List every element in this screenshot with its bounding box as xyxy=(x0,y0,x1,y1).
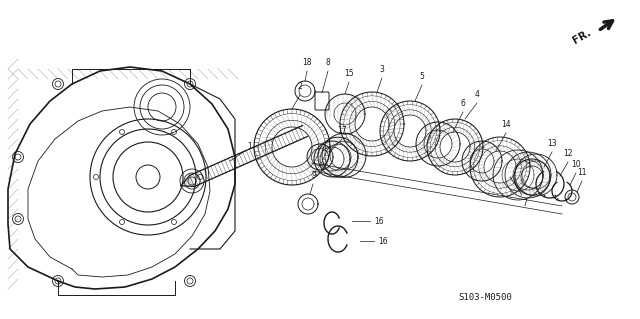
Text: 16: 16 xyxy=(374,217,383,226)
Text: 7: 7 xyxy=(523,199,527,208)
Text: FR.: FR. xyxy=(571,28,593,46)
Text: 17: 17 xyxy=(337,126,347,135)
Text: 10: 10 xyxy=(571,160,581,169)
Text: 6: 6 xyxy=(461,99,465,108)
Text: 8: 8 xyxy=(326,58,330,67)
Text: 1: 1 xyxy=(248,143,252,152)
Text: 13: 13 xyxy=(547,139,557,148)
Text: 14: 14 xyxy=(501,120,511,129)
Text: 5: 5 xyxy=(420,72,424,81)
Text: 3: 3 xyxy=(380,65,385,74)
Text: 16: 16 xyxy=(378,236,388,246)
Text: 2: 2 xyxy=(298,82,302,91)
Text: 18: 18 xyxy=(302,58,312,67)
Text: 4: 4 xyxy=(475,90,479,99)
Text: 11: 11 xyxy=(577,168,587,177)
Text: 15: 15 xyxy=(344,69,354,78)
Text: S103-M0500: S103-M0500 xyxy=(458,293,512,301)
Text: 12: 12 xyxy=(563,149,573,158)
Polygon shape xyxy=(181,175,195,187)
Text: 9: 9 xyxy=(312,171,316,180)
